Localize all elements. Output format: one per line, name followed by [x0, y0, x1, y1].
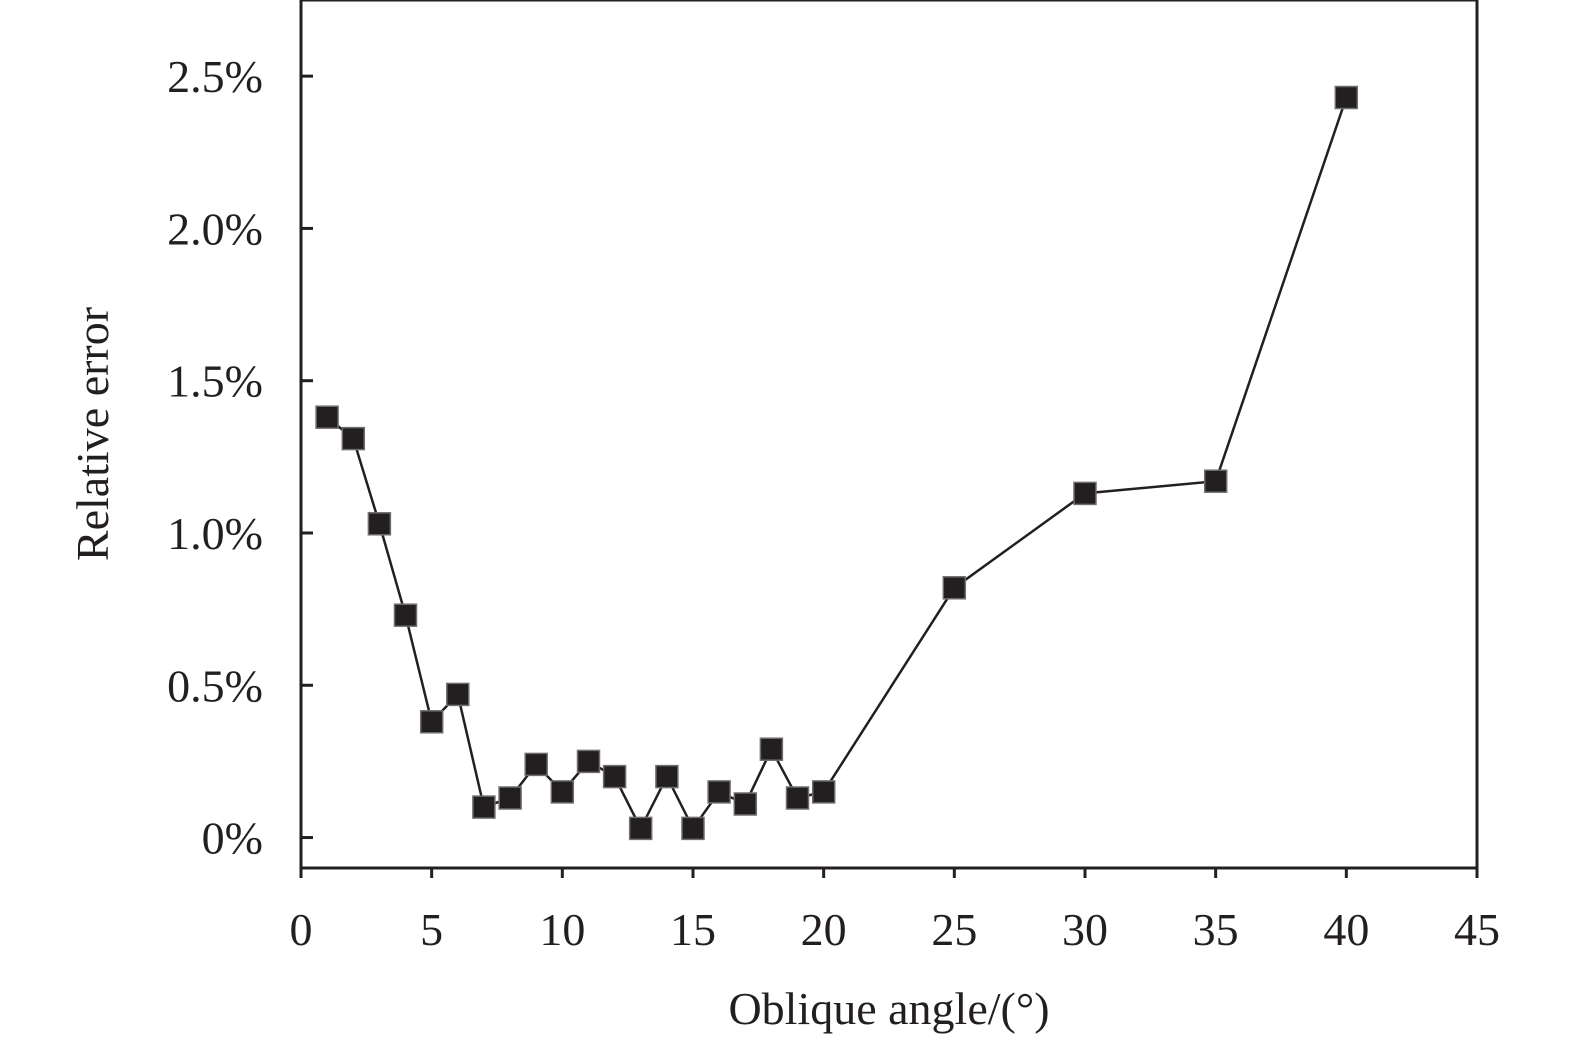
data-point [576, 749, 601, 774]
data-point [602, 764, 627, 789]
x-tick-label: 45 [1454, 904, 1500, 955]
x-tick-label: 0 [290, 904, 313, 955]
x-tick-label: 15 [670, 904, 716, 955]
data-point [655, 764, 679, 789]
y-axis-ticks: 0% 0.5% 1.0% 1.5% 2.0% 2.5% [167, 51, 313, 864]
series-line [326, 97, 1348, 832]
data-point [759, 737, 784, 761]
x-tick-label: 30 [1062, 904, 1108, 955]
data-point [1073, 481, 1097, 506]
data-point [550, 780, 575, 804]
data-point [341, 426, 366, 451]
x-axis-ticks: 0 5 10 15 20 25 30 35 40 45 [290, 868, 1500, 955]
data-point [811, 780, 836, 804]
data-point [367, 512, 392, 536]
y-tick-label: 1.0% [167, 508, 263, 559]
series-group [315, 85, 1359, 841]
x-tick-label: 40 [1323, 904, 1369, 955]
data-point [785, 786, 810, 810]
y-axis-title: Relative error [67, 307, 118, 561]
data-point [393, 603, 418, 627]
data-point [1203, 469, 1228, 493]
y-tick-label: 2.5% [167, 51, 263, 102]
plot-frame [299, 0, 1479, 870]
data-point [472, 795, 496, 819]
data-point [942, 576, 967, 600]
data-point [707, 780, 731, 804]
data-point [524, 752, 548, 777]
y-tick-label: 2.0% [167, 203, 263, 254]
data-point [419, 710, 444, 734]
y-tick-label: 0.5% [167, 660, 263, 711]
data-point [446, 682, 470, 707]
data-point [315, 405, 339, 429]
y-tick-label: 0% [202, 813, 263, 864]
data-point [498, 786, 522, 810]
x-tick-label: 20 [801, 904, 847, 955]
y-tick-label: 1.5% [167, 356, 263, 407]
x-tick-label: 10 [539, 904, 585, 955]
data-point [628, 816, 653, 841]
x-tick-label: 25 [931, 904, 977, 955]
x-tick-label: 35 [1193, 904, 1239, 955]
x-tick-label: 5 [420, 904, 443, 955]
x-axis-title: Oblique angle/(°) [728, 983, 1049, 1034]
data-point [681, 816, 705, 841]
data-point [1334, 85, 1359, 110]
data-point [733, 792, 758, 816]
